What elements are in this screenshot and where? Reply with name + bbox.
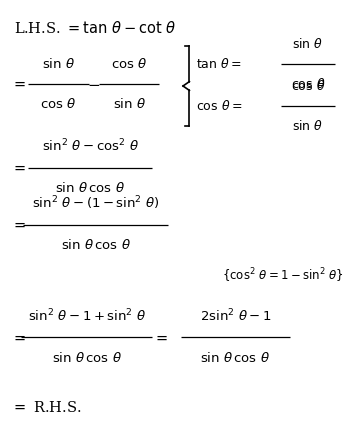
Text: $2\sin^{2}\,\theta - 1$: $2\sin^{2}\,\theta - 1$ — [200, 307, 271, 324]
Text: $\cos\,\theta$: $\cos\,\theta$ — [111, 56, 147, 71]
Text: $\sin\,\theta\,\cos\,\theta$: $\sin\,\theta\,\cos\,\theta$ — [61, 238, 131, 252]
Text: $\sin\,\theta$: $\sin\,\theta$ — [292, 37, 324, 51]
Text: $-$: $-$ — [87, 77, 101, 91]
Text: $\sin\,\theta\,\cos\,\theta$: $\sin\,\theta\,\cos\,\theta$ — [52, 351, 122, 365]
Text: $\cos\,\theta =$: $\cos\,\theta =$ — [196, 99, 243, 113]
Text: $\sin^{2}\,\theta - \left(1-\sin^{2}\,\theta\right)$: $\sin^{2}\,\theta - \left(1-\sin^{2}\,\t… — [32, 194, 159, 212]
Text: $=$: $=$ — [11, 330, 26, 344]
Text: $\cos\,\theta$: $\cos\,\theta$ — [291, 77, 325, 91]
Text: $\sin\,\theta$: $\sin\,\theta$ — [42, 56, 75, 71]
Text: $\sin\,\theta$: $\sin\,\theta$ — [292, 119, 324, 133]
Text: $\sin\,\theta\,\cos\,\theta$: $\sin\,\theta\,\cos\,\theta$ — [55, 181, 125, 195]
Text: $=$: $=$ — [11, 77, 26, 91]
Text: $=$ R.H.S.: $=$ R.H.S. — [11, 400, 81, 415]
Text: $\sin\,\theta$: $\sin\,\theta$ — [113, 97, 146, 111]
Text: $=$: $=$ — [11, 161, 26, 175]
Text: $\cos\,\theta$: $\cos\,\theta$ — [291, 78, 325, 93]
Text: $\sin^{2}\,\theta - 1 + \sin^{2}\,\theta$: $\sin^{2}\,\theta - 1 + \sin^{2}\,\theta… — [28, 307, 146, 324]
Text: $\sin^{2}\,\theta - \cos^{2}\,\theta$: $\sin^{2}\,\theta - \cos^{2}\,\theta$ — [42, 138, 139, 154]
Text: L.H.S. $= \tan\,\theta - \cot\,\theta$: L.H.S. $= \tan\,\theta - \cot\,\theta$ — [14, 20, 177, 36]
Text: $=$: $=$ — [153, 330, 169, 344]
Text: $\{\cos^{2}\,\theta = 1-\sin^{2}\,\theta\}$: $\{\cos^{2}\,\theta = 1-\sin^{2}\,\theta… — [222, 266, 343, 285]
Text: $\tan\,\theta =$: $\tan\,\theta =$ — [196, 57, 242, 71]
Text: $\cos\,\theta$: $\cos\,\theta$ — [40, 97, 76, 111]
Text: $=$: $=$ — [11, 218, 26, 232]
Text: $\sin\,\theta\,\cos\,\theta$: $\sin\,\theta\,\cos\,\theta$ — [200, 351, 270, 365]
